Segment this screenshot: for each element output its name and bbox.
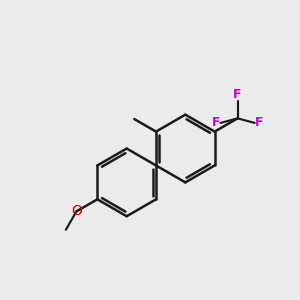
Text: F: F xyxy=(255,116,263,129)
Text: F: F xyxy=(233,88,242,101)
Text: F: F xyxy=(212,116,220,129)
Text: O: O xyxy=(71,204,82,218)
